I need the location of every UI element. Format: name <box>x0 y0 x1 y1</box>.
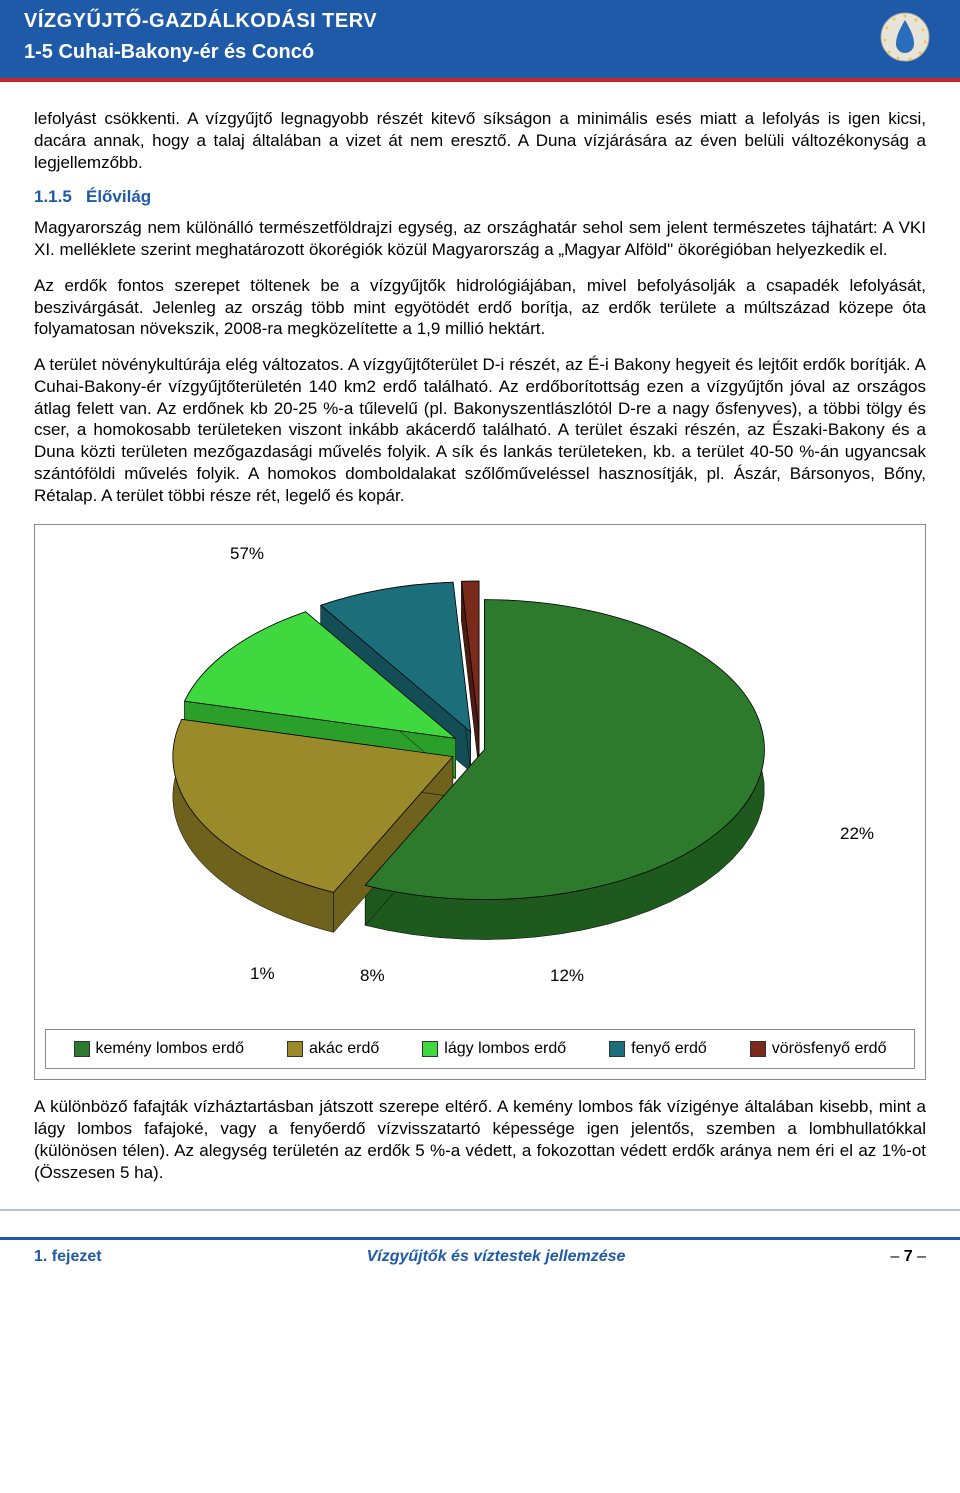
pie-label: 22% <box>840 824 874 843</box>
legend-label: kemény lombos erdő <box>96 1040 245 1058</box>
section-number: 1.1.5 <box>34 187 72 206</box>
pie-label: 57% <box>230 544 264 563</box>
paragraph-3: Az erdők fontos szerepet töltenek be a v… <box>34 275 926 340</box>
paragraph-5: A különböző fafajták vízháztartásban ját… <box>34 1096 926 1183</box>
paragraph-intro: lefolyást csökkenti. A vízgyűjtő legnagy… <box>34 108 926 173</box>
legend-item: vörösfenyő erdő <box>750 1040 887 1058</box>
header-red-bar <box>0 78 960 82</box>
footer-page: – 7 – <box>890 1248 926 1266</box>
pie-label: 8% <box>360 966 385 985</box>
pie-chart-svg: 57% 22% 12% 8% 1% <box>80 539 880 1019</box>
header-title-2: 1-5 Cuhai-Bakony-ér és Concó <box>24 41 936 64</box>
legend-swatch <box>750 1041 766 1057</box>
legend-label: vörösfenyő erdő <box>772 1040 887 1058</box>
paragraph-4: A terület növénykultúrája elég változato… <box>34 354 926 506</box>
legend-item: akác erdő <box>287 1040 379 1058</box>
pie-label: 12% <box>550 966 584 985</box>
legend-item: fenyő erdő <box>609 1040 707 1058</box>
footer-chapter: 1. fejezet <box>34 1248 102 1266</box>
chart-legend: kemény lombos erdő akác erdő lágy lombos e… <box>45 1029 915 1069</box>
page-footer: 1. fejezet Vízgyűjtők és víztestek jelle… <box>0 1237 960 1280</box>
pie-label: 1% <box>250 964 275 983</box>
legend-swatch <box>609 1041 625 1057</box>
legend-label: akác erdő <box>309 1040 379 1058</box>
legend-item: kemény lombos erdő <box>74 1040 245 1058</box>
eu-water-icon <box>878 10 932 64</box>
legend-label: lágy lombos erdő <box>444 1040 566 1058</box>
legend-label: fenyő erdő <box>631 1040 707 1058</box>
page-body: lefolyást csökkenti. A vízgyűjtő legnagy… <box>0 78 960 1207</box>
legend-swatch <box>74 1041 90 1057</box>
pie-chart-container: 57% 22% 12% 8% 1% kemény lombos erdő akác erd… <box>34 524 926 1080</box>
header-title-1: VÍZGYŰJTŐ-GAZDÁLKODÁSI TERV <box>24 10 936 33</box>
legend-item: lágy lombos erdő <box>422 1040 566 1058</box>
legend-swatch <box>422 1041 438 1057</box>
section-heading: 1.1.5 Élővilág <box>34 187 926 207</box>
paragraph-2: Magyarország nem különálló természetföld… <box>34 217 926 261</box>
footer-section: Vízgyűjtők és víztestek jellemzése <box>367 1248 626 1266</box>
pie-chart: 57% 22% 12% 8% 1% <box>80 539 880 1019</box>
footer-thin-line <box>0 1209 960 1211</box>
page-header: VÍZGYŰJTŐ-GAZDÁLKODÁSI TERV 1-5 Cuhai-Ba… <box>0 0 960 78</box>
section-name: Élővilág <box>86 187 151 206</box>
legend-swatch <box>287 1041 303 1057</box>
